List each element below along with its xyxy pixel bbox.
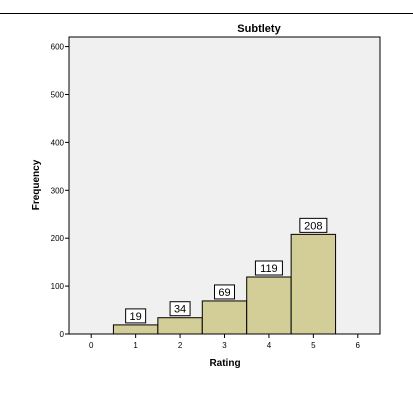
data-label-box [169,301,191,317]
histogram-bar [246,276,292,335]
x-tick-label: 4 [267,341,272,350]
data-label-box [214,284,235,300]
x-tick-label: 1 [133,341,138,350]
y-tick-label: 500 [51,90,65,99]
y-tick-label: 200 [51,234,65,243]
data-label-box [299,217,328,233]
x-axis: 0 1 2 3 4 5 6 [89,334,361,350]
top-divider-line [0,13,413,14]
histogram-bar [112,324,159,335]
histogram-bar [290,233,337,335]
bars [112,233,337,335]
x-tick-label: 3 [222,341,227,350]
data-label-box [254,260,283,276]
x-tick-label: 2 [178,341,183,350]
data-label: 34 [174,304,186,316]
x-axis-title: Rating [209,358,240,369]
data-label: 69 [218,287,230,299]
y-tick-label: 400 [51,138,65,147]
x-tick-label: 6 [356,341,361,350]
histogram-bar [157,317,203,335]
x-tick-label: 0 [89,341,94,350]
y-axis-title: Frequency [31,159,42,210]
chart-title: Subtlety [237,23,281,35]
y-axis: 0 100 200 300 400 500 600 [51,43,69,339]
x-tick-label: 5 [311,341,316,350]
y-tick-label: 600 [51,43,65,52]
y-tick-label: 100 [51,282,65,291]
data-label: 19 [130,311,142,323]
data-label: 119 [260,263,278,275]
y-tick-label: 300 [51,186,65,195]
histogram-bar [201,300,248,335]
data-labels: 19 34 69 119 208 [125,217,328,324]
data-label: 208 [304,220,322,232]
y-tick-label: 0 [60,330,65,339]
data-label-box [125,308,147,324]
